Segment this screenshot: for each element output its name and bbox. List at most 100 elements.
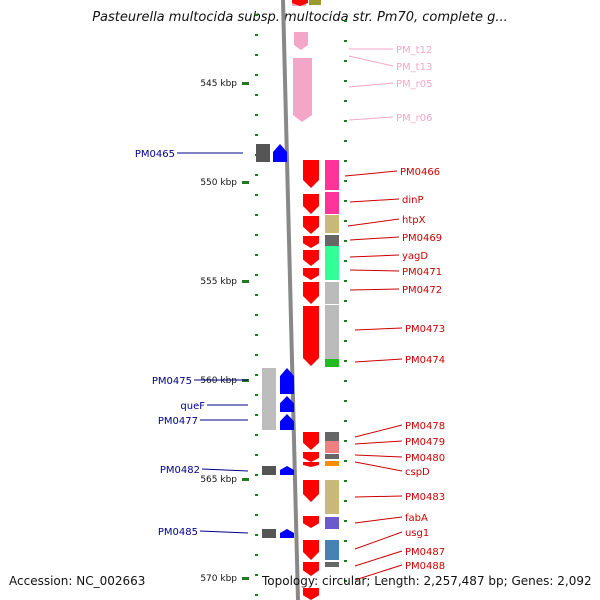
gene-arrow-icon[interactable] xyxy=(303,588,319,600)
right-gene-label[interactable]: PM0466 xyxy=(400,167,440,178)
gene-arrow-icon[interactable] xyxy=(280,396,294,412)
track-tick xyxy=(255,534,258,536)
gene-arrow-icon[interactable] xyxy=(280,414,294,430)
track-tick xyxy=(255,374,258,376)
track-tick xyxy=(255,314,258,316)
right-gene-label[interactable]: PM0474 xyxy=(405,355,445,366)
scale-label[interactable]: 560 kbp xyxy=(200,376,237,386)
function-box[interactable] xyxy=(325,540,339,560)
function-box[interactable] xyxy=(325,305,339,360)
track-tick xyxy=(344,460,347,462)
gene-feature[interactable] xyxy=(309,0,321,5)
gene-arrow-icon[interactable] xyxy=(303,194,319,214)
gene-arrow-icon[interactable] xyxy=(303,540,319,560)
leader-line xyxy=(199,530,249,534)
gene-arrow-icon[interactable] xyxy=(280,529,294,538)
function-box[interactable] xyxy=(325,480,339,514)
leader-line xyxy=(349,236,400,241)
function-box[interactable] xyxy=(325,282,339,304)
gene-arrow-icon[interactable] xyxy=(292,0,308,6)
right-gene-label[interactable]: PM0473 xyxy=(405,324,445,335)
function-box[interactable] xyxy=(325,215,339,233)
gene-arrow-icon[interactable] xyxy=(303,236,319,248)
right-gene-label[interactable]: PM0471 xyxy=(402,267,442,278)
function-box[interactable] xyxy=(325,441,339,453)
left-gene-label[interactable]: PM0485 xyxy=(158,527,198,538)
track-tick xyxy=(255,94,258,96)
right-gene-label[interactable]: cspD xyxy=(405,467,430,478)
leader-line xyxy=(354,564,403,581)
function-box[interactable] xyxy=(325,359,339,367)
track-tick xyxy=(255,574,258,576)
right-gene-label[interactable]: PM0487 xyxy=(405,547,445,558)
gene-feature[interactable] xyxy=(262,466,276,475)
scale-label[interactable]: 570 kbp xyxy=(200,574,237,584)
scale-label[interactable]: 555 kbp xyxy=(200,277,237,287)
right-gene-label[interactable]: htpX xyxy=(402,215,426,226)
gene-arrow-icon[interactable] xyxy=(280,368,294,394)
gene-arrow-icon[interactable] xyxy=(303,306,319,366)
function-box[interactable] xyxy=(325,461,339,466)
left-gene-label[interactable]: queF xyxy=(180,401,205,412)
track-tick xyxy=(255,14,258,16)
right-gene-label[interactable]: PM0469 xyxy=(402,233,442,244)
right-gene-label[interactable]: PM_t12 xyxy=(396,45,432,56)
function-box[interactable] xyxy=(325,160,339,190)
gene-arrow-icon[interactable] xyxy=(303,562,319,576)
leader-line xyxy=(354,516,403,524)
gene-arrow-icon[interactable] xyxy=(303,432,319,450)
track-tick xyxy=(344,180,347,182)
gene-arrow-icon[interactable] xyxy=(303,160,319,188)
left-gene-label[interactable]: PM0482 xyxy=(160,465,200,476)
gene-arrow-icon[interactable] xyxy=(303,516,319,528)
gene-arrow-icon[interactable] xyxy=(303,282,319,304)
gene-arrow-icon[interactable] xyxy=(303,250,319,266)
function-box[interactable] xyxy=(325,235,339,247)
left-gene-label[interactable]: PM0475 xyxy=(152,376,192,387)
right-gene-label[interactable]: PM_r05 xyxy=(396,79,433,90)
right-gene-label[interactable]: PM0488 xyxy=(405,561,445,572)
track-tick xyxy=(344,540,347,542)
function-box[interactable] xyxy=(325,432,339,441)
function-box[interactable] xyxy=(325,454,339,459)
gene-arrow-icon[interactable] xyxy=(280,466,294,475)
gene-arrow-icon[interactable] xyxy=(303,480,319,502)
leader-line xyxy=(349,269,400,272)
left-gene-label[interactable]: PM0477 xyxy=(158,416,198,427)
scale-label[interactable]: 565 kbp xyxy=(200,475,237,485)
right-gene-label[interactable]: PM0479 xyxy=(405,437,445,448)
track-tick xyxy=(344,80,347,82)
gene-feature[interactable] xyxy=(256,144,270,162)
function-box[interactable] xyxy=(325,246,339,280)
right-gene-label[interactable]: fabA xyxy=(405,513,428,524)
function-box[interactable] xyxy=(325,562,339,567)
function-box[interactable] xyxy=(325,517,339,529)
leader-line xyxy=(348,55,394,67)
right-gene-label[interactable]: PM0478 xyxy=(405,421,445,432)
right-gene-label[interactable]: PM_t13 xyxy=(396,62,432,73)
right-gene-label[interactable]: PM_r06 xyxy=(396,113,433,124)
right-gene-label[interactable]: PM0483 xyxy=(405,492,445,503)
track-tick xyxy=(344,100,347,102)
gene-arrow-icon[interactable] xyxy=(294,32,308,50)
function-box[interactable] xyxy=(325,192,339,214)
gene-feature[interactable] xyxy=(262,368,276,430)
gene-arrow-icon[interactable] xyxy=(303,462,319,467)
gene-arrow-icon[interactable] xyxy=(273,144,287,162)
right-gene-label[interactable]: yagD xyxy=(402,251,428,262)
left-gene-label[interactable]: PM0465 xyxy=(135,149,175,160)
right-gene-label[interactable]: dinP xyxy=(402,195,424,206)
scale-label[interactable]: 545 kbp xyxy=(200,79,237,89)
gene-arrow-icon[interactable] xyxy=(303,268,319,280)
right-gene-label[interactable]: PM0480 xyxy=(405,453,445,464)
right-gene-label[interactable]: PM0472 xyxy=(402,285,442,296)
track-tick xyxy=(255,434,258,436)
right-gene-label[interactable]: usg1 xyxy=(405,528,429,539)
gene-arrow-icon[interactable] xyxy=(293,58,312,122)
scale-label[interactable]: 550 kbp xyxy=(200,178,237,188)
gene-arrow-icon[interactable] xyxy=(303,452,319,462)
track-tick xyxy=(344,520,347,522)
gene-arrow-icon[interactable] xyxy=(303,216,319,234)
gene-feature[interactable] xyxy=(262,529,276,538)
